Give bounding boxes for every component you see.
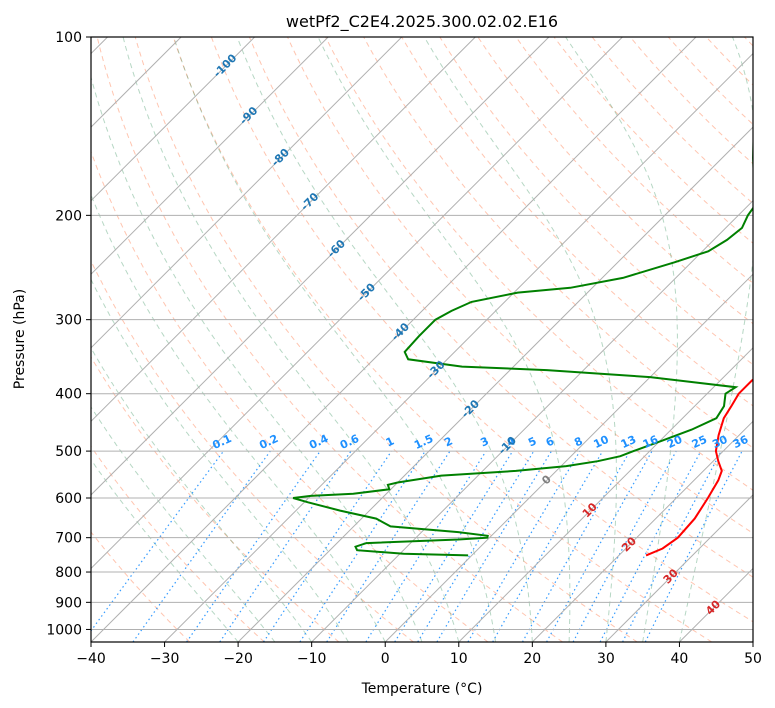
dry-adiabat [515, 37, 753, 284]
isotherm-line [458, 347, 753, 642]
y-tick-label: 600 [55, 491, 82, 507]
plot-frame [90, 36, 754, 643]
isotherm-line [91, 37, 403, 349]
y-tick-label: 500 [55, 444, 82, 460]
mixing-ratio-label: 30 [710, 433, 730, 451]
dry-adiabat [248, 37, 753, 578]
moist-adiabat [91, 458, 239, 642]
moist-adiabats [91, 37, 753, 642]
isotherm-line [91, 37, 476, 423]
mixing-ratio-line [572, 450, 677, 642]
y-tick-label: 1000 [46, 622, 82, 638]
x-tick-label: 40 [670, 651, 688, 667]
x-tick-label: 30 [597, 651, 615, 667]
isotherm-line [237, 126, 753, 642]
isotherm-line [91, 37, 623, 570]
mixing-ratio-line [436, 450, 553, 642]
isotherm-line [384, 273, 753, 642]
mixing-ratio-label: 10 [592, 433, 612, 451]
x-tick-label: 50 [744, 651, 762, 667]
isotherm-line [164, 52, 753, 642]
x-tick-label: −40 [76, 651, 106, 667]
dry-adiabat [134, 37, 638, 642]
y-tick-label: 800 [55, 565, 82, 581]
moist-adiabat [423, 37, 617, 642]
dry-adiabat [91, 445, 265, 642]
moist-adiabat [91, 75, 423, 642]
x-tick-label: 10 [450, 651, 468, 667]
y-tick-label: 900 [55, 595, 82, 611]
y-axis-label: Pressure (hPa) [12, 289, 28, 389]
dry-adiabat [287, 37, 753, 534]
mixing-ratio-label: 20 [665, 433, 685, 451]
mixing-ratio-line [132, 450, 271, 642]
isotherm-line [91, 37, 256, 202]
dry-adiabat [210, 37, 753, 623]
dry-adiabat [96, 37, 563, 642]
x-axis-label: Temperature (°C) [361, 681, 483, 697]
moist-adiabat [91, 346, 313, 642]
y-tick-label: 300 [55, 313, 82, 329]
mixing-ratio-label: 13 [619, 433, 638, 451]
mixing-ratio-line [326, 450, 451, 642]
mixing-ratio-line [262, 450, 392, 642]
mixing-ratio-label: 36 [731, 433, 751, 451]
y-tick-label: 200 [55, 208, 82, 224]
sounding-series [292, 140, 753, 557]
mixing-ratio-label: 16 [641, 433, 661, 451]
x-tick-label: 20 [523, 651, 541, 667]
moist-adiabat [91, 406, 276, 642]
dry-adiabat [91, 531, 191, 642]
y-tick-label: 400 [55, 387, 82, 403]
isotherm-line [605, 494, 753, 642]
x-tick-label: −20 [223, 651, 253, 667]
mixing-ratio-line [365, 450, 487, 642]
mixing-ratio-label: 25 [690, 433, 709, 451]
mixing-ratio-line [219, 450, 352, 642]
dry-adiabats [91, 37, 753, 642]
dewpoint-profile-line [292, 140, 753, 557]
dry-adiabat [439, 37, 753, 366]
dry-adiabat [91, 150, 489, 642]
y-tick-label: 100 [55, 30, 82, 46]
x-tick-label: −10 [297, 651, 327, 667]
mixing-ratio-line [417, 450, 535, 642]
isotherm-line [91, 37, 329, 275]
x-axis-ticks: −40 −30 −20 −10 0 10 20 30 40 50 [76, 642, 762, 667]
mixing-ratio-line [599, 450, 702, 642]
y-tick-label: 700 [55, 531, 82, 547]
x-tick-label: 0 [381, 651, 390, 667]
moist-adiabat [173, 37, 497, 642]
mixing-ratio-line [467, 450, 581, 642]
chart-title: wetPf2_C2E4.2025.300.02.02.E16 [286, 12, 558, 32]
x-tick-label: −30 [150, 651, 180, 667]
temperature-profile-line [645, 378, 753, 557]
isotherm-line [91, 37, 550, 496]
mixing-ratio-line [186, 450, 321, 642]
plot-area: 0.1 0.2 0.4 0.6 1 1.5 2 3 4 5 6 8 10 13 16 20 25 30 36-100… [91, 37, 753, 642]
isotherm-line [91, 37, 697, 642]
moist-adiabat [91, 278, 349, 642]
mixing-ratio-line [299, 450, 426, 642]
isotherm-line [531, 420, 753, 642]
dry-adiabat [172, 37, 713, 642]
moist-adiabat [317, 37, 571, 642]
moist-adiabat [91, 193, 386, 642]
pressure-gridlines [91, 37, 753, 630]
moist-adiabat [565, 37, 678, 642]
mixing-ratio-lines [91, 450, 743, 642]
y-axis-ticks: 100 200 300 400 500 600 700 800 900 1000 [46, 30, 91, 638]
moist-adiabat [122, 37, 460, 642]
